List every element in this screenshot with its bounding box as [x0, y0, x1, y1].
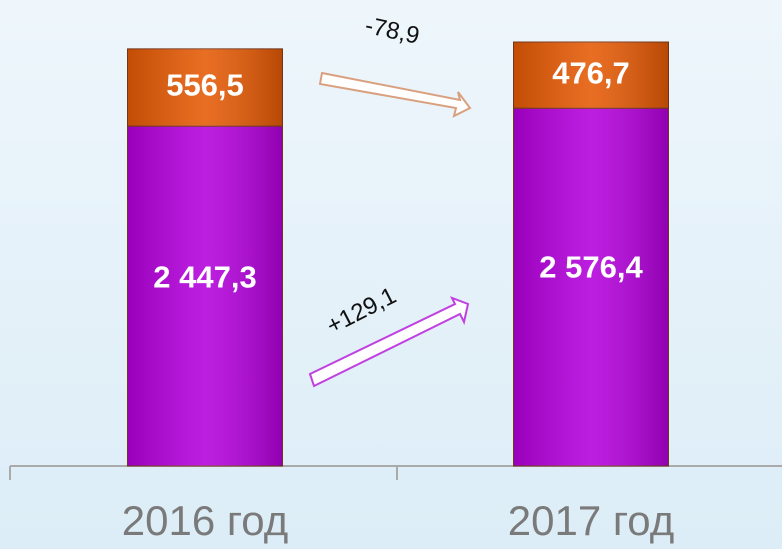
data-label: 476,7: [552, 55, 630, 90]
data-label: 2 447,3: [153, 259, 256, 294]
bar-shine: [513, 108, 669, 466]
data-label: 556,5: [166, 68, 244, 103]
arrow: [318, 71, 472, 118]
bar-shine: [127, 126, 283, 467]
data-label: 2 576,4: [539, 249, 643, 284]
bar-shine: [513, 42, 669, 109]
arrow: [308, 296, 470, 388]
x-tick-label: 2017 год: [508, 497, 674, 544]
x-tick-label: 2016 год: [122, 497, 288, 544]
bar-shine: [127, 48, 283, 127]
